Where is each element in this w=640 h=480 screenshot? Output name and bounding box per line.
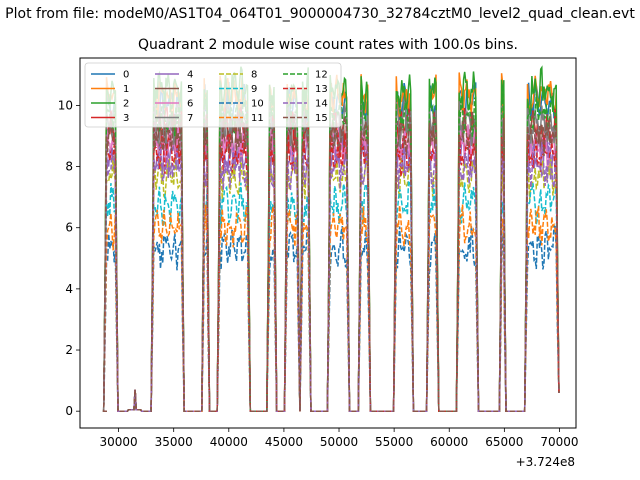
x-tick-label: 40000: [210, 435, 248, 449]
legend-label-12: 12: [315, 70, 328, 81]
x-tick-label: 55000: [375, 435, 413, 449]
legend-label-6: 6: [187, 99, 193, 110]
legend-label-9: 9: [251, 84, 257, 95]
legend-label-0: 0: [123, 70, 129, 81]
x-tick-label: 45000: [265, 435, 303, 449]
y-tick-label: 8: [65, 160, 73, 174]
y-tick-label: 0: [65, 404, 73, 418]
series-line-14: [102, 142, 560, 412]
y-axis: 0 2 4 6 8 10: [58, 98, 80, 418]
y-tick-label: 2: [65, 343, 73, 357]
legend-label-1: 1: [123, 84, 129, 95]
series-line-9: [102, 177, 560, 412]
chart-suptitle: Plot from file: modeM0/AS1T04_064T01_900…: [5, 6, 635, 22]
plot-frame: [79, 57, 577, 429]
chart-title: Quadrant 2 module wise count rates with …: [138, 37, 518, 53]
legend-label-7: 7: [187, 113, 193, 124]
x-tick-label: 35000: [155, 435, 193, 449]
legend-label-4: 4: [187, 70, 193, 81]
legend-label-15: 15: [315, 113, 328, 124]
legend-label-11: 11: [251, 113, 264, 124]
legend-frame: [84, 62, 342, 128]
x-tick-label: 30000: [99, 435, 137, 449]
legend-label-2: 2: [123, 99, 129, 110]
x-offset-label: +3.724e8: [516, 455, 575, 469]
legend-label-8: 8: [251, 70, 257, 81]
series-line-15: [102, 111, 560, 412]
x-tick-label: 70000: [540, 435, 578, 449]
legend-label-10: 10: [251, 99, 264, 110]
x-axis: 30000 35000 40000 45000 50000 55000 60000 65000…: [99, 428, 579, 449]
legend-label-14: 14: [315, 99, 328, 110]
legend-label-5: 5: [187, 84, 193, 95]
legend-label-13: 13: [315, 84, 328, 95]
y-tick-label: 4: [65, 282, 73, 296]
x-tick-label: 65000: [485, 435, 523, 449]
y-tick-label: 10: [58, 98, 73, 112]
legend-label-3: 3: [123, 113, 129, 124]
x-tick-label: 50000: [320, 435, 358, 449]
y-tick-label: 6: [65, 221, 73, 235]
x-tick-label: 60000: [430, 435, 468, 449]
